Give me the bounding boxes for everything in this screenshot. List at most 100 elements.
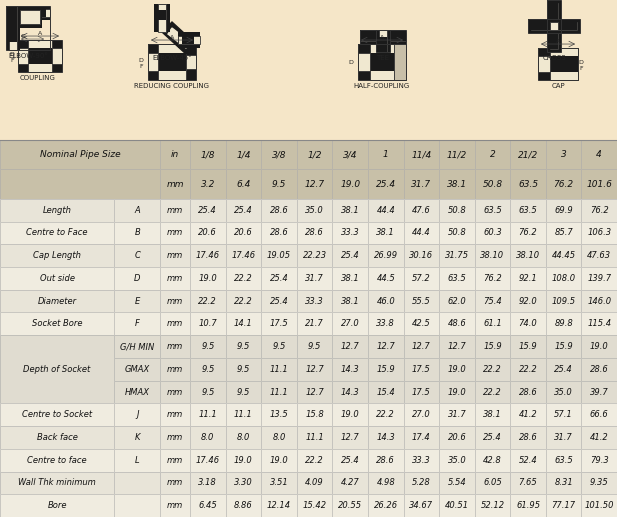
Bar	[581, 358, 617, 381]
Text: 19.0: 19.0	[341, 410, 360, 419]
Bar	[297, 140, 333, 170]
Bar	[190, 472, 226, 494]
Text: 35.0: 35.0	[554, 388, 573, 397]
Text: 14.3: 14.3	[341, 365, 360, 374]
Bar	[546, 245, 581, 267]
Bar	[6, 6, 50, 50]
Text: 19.0: 19.0	[199, 274, 217, 283]
Bar	[404, 312, 439, 335]
Bar	[190, 381, 226, 403]
Text: Length: Length	[43, 206, 72, 215]
Polygon shape	[168, 28, 190, 48]
Bar	[160, 267, 190, 290]
Text: Out side: Out side	[39, 274, 75, 283]
Bar	[510, 335, 546, 358]
Bar	[160, 199, 190, 222]
Bar	[261, 494, 297, 517]
Bar	[439, 267, 474, 290]
Bar	[190, 312, 226, 335]
Bar	[226, 199, 261, 222]
Text: 57.2: 57.2	[412, 274, 431, 283]
Bar	[226, 449, 261, 472]
Bar	[297, 312, 333, 335]
Bar	[581, 267, 617, 290]
Bar	[333, 140, 368, 170]
Bar	[0, 494, 114, 517]
Bar	[404, 140, 439, 170]
Bar	[6, 6, 20, 50]
Text: 66.6: 66.6	[590, 410, 608, 419]
Text: 35.0: 35.0	[305, 206, 324, 215]
Bar	[226, 267, 261, 290]
Bar	[297, 335, 333, 358]
Bar	[226, 358, 261, 381]
Text: 28.6: 28.6	[270, 206, 288, 215]
Bar	[261, 245, 297, 267]
Bar	[581, 245, 617, 267]
Text: 33.3: 33.3	[341, 229, 360, 237]
Bar	[333, 403, 368, 426]
Bar	[333, 170, 368, 199]
Bar	[297, 245, 333, 267]
Bar	[581, 312, 617, 335]
Bar	[190, 170, 226, 199]
Bar	[160, 245, 190, 267]
Bar	[0, 170, 160, 199]
Bar	[261, 426, 297, 449]
Text: J: J	[136, 410, 139, 419]
Bar	[158, 4, 166, 32]
Bar	[226, 381, 261, 403]
Bar	[439, 381, 474, 403]
Bar	[297, 140, 333, 170]
Bar	[474, 403, 510, 426]
Bar	[404, 358, 439, 381]
Bar	[439, 403, 474, 426]
Bar	[546, 335, 581, 358]
Bar	[581, 403, 617, 426]
Bar	[474, 140, 510, 170]
Text: 92.0: 92.0	[519, 297, 537, 306]
Text: mm: mm	[167, 274, 183, 283]
Bar	[114, 403, 160, 426]
Bar	[114, 199, 160, 222]
Bar	[114, 494, 160, 517]
Bar	[333, 222, 368, 245]
Bar	[261, 381, 297, 403]
Text: mm: mm	[167, 229, 183, 237]
Bar	[546, 267, 581, 290]
Text: 1/4: 1/4	[236, 150, 251, 159]
Text: 21/2: 21/2	[518, 150, 538, 159]
Text: 25.4: 25.4	[234, 206, 253, 215]
Text: 9.35: 9.35	[590, 478, 608, 488]
Bar	[297, 381, 333, 403]
Bar	[368, 140, 404, 170]
Bar	[186, 55, 196, 69]
Bar	[190, 245, 226, 267]
Bar	[114, 312, 160, 335]
Bar	[226, 245, 261, 267]
Bar	[510, 199, 546, 222]
Bar	[368, 267, 404, 290]
Bar	[379, 30, 387, 52]
Bar	[439, 199, 474, 222]
Text: A: A	[170, 35, 174, 39]
Text: Centre to face: Centre to face	[27, 455, 87, 465]
Bar	[0, 449, 114, 472]
Bar	[474, 199, 510, 222]
Text: 19.0: 19.0	[340, 180, 360, 189]
Bar	[404, 358, 439, 381]
Bar	[261, 170, 297, 199]
Bar	[368, 245, 404, 267]
Bar	[226, 290, 261, 312]
Bar	[510, 358, 546, 381]
Text: 4.98: 4.98	[376, 478, 395, 488]
Bar	[368, 267, 404, 290]
Bar	[404, 170, 439, 199]
Text: 2: 2	[490, 150, 495, 159]
Text: L: L	[135, 455, 139, 465]
Bar	[368, 290, 404, 312]
Text: 9.5: 9.5	[272, 180, 286, 189]
Text: E: E	[135, 297, 140, 306]
Bar	[581, 335, 617, 358]
Bar	[439, 140, 474, 170]
